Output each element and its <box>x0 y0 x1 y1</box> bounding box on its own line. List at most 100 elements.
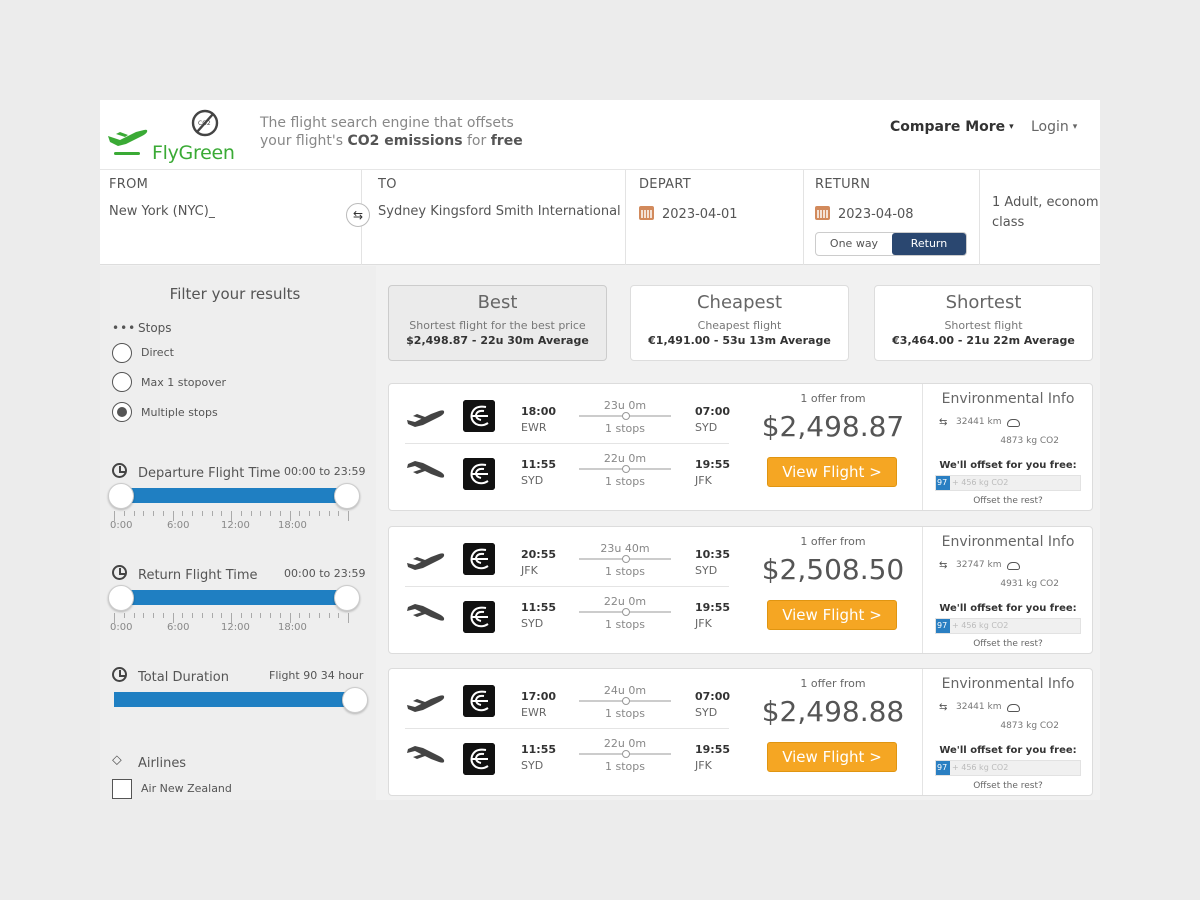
offset-bar-fill: 97 <box>936 619 950 633</box>
filter-panel: Filter your results ••• Stops Direct Max… <box>100 266 376 800</box>
slider-tick <box>289 511 291 521</box>
view-flight-button[interactable]: View Flight > <box>767 600 897 630</box>
dep-airport: SYD <box>521 617 544 630</box>
depart-field[interactable]: DEPART 2023-04-01 <box>626 170 804 265</box>
tab-best[interactable]: Best Shortest flight for the best price … <box>388 285 607 361</box>
offset-bar[interactable]: 97 + 456 kg CO2 <box>935 475 1081 491</box>
env-co2: 4873 kg CO2 <box>1000 721 1059 731</box>
stops-icon: ••• <box>112 321 137 335</box>
tagline-mid: for <box>462 133 491 149</box>
tab-best-title: Best <box>477 292 518 313</box>
compare-more-menu[interactable]: Compare More ▾ <box>890 119 1014 135</box>
radio-direct[interactable] <box>112 343 132 363</box>
air-new-zealand-logo <box>463 543 495 575</box>
tab-shortest-summary: €3,464.00 - 21u 22m Average <box>892 334 1075 347</box>
offset-bar[interactable]: 97 + 456 kg CO2 <box>935 760 1081 776</box>
radio-max1-label: Max 1 stopover <box>141 376 227 389</box>
duration-value: Flight 90 34 hour <box>269 669 364 682</box>
inbound-leg: 11:55 SYD 22u 0m 1 stops 19:55 JFK <box>389 446 730 502</box>
radio-max1[interactable] <box>112 372 132 392</box>
login-menu[interactable]: Login ▾ <box>1031 119 1077 135</box>
slider-tick <box>318 613 320 618</box>
slider-tick <box>172 511 174 521</box>
return-time-range: 00:00 to 23:59 <box>284 567 366 580</box>
slider-tick <box>201 613 203 618</box>
arr-time: 19:55 <box>695 743 731 756</box>
slider-tick <box>299 613 301 618</box>
slider-tick <box>279 511 281 516</box>
return-max-handle[interactable] <box>334 585 360 611</box>
env-co2: 4931 kg CO2 <box>1000 579 1059 589</box>
to-field[interactable]: TO Sydney Kingsford Smith International <box>362 170 626 265</box>
departure-time-slider[interactable] <box>114 488 348 503</box>
stop-dot <box>622 412 630 420</box>
offset-rest-link[interactable]: Offset the rest? <box>973 496 1043 506</box>
radio-multiple[interactable] <box>112 402 132 422</box>
route-icon: ⇆ <box>939 702 948 713</box>
departure-min-handle[interactable] <box>108 483 134 509</box>
flygreen-logo[interactable]: CO2 FlyGreen <box>106 108 246 164</box>
offset-rest-link[interactable]: Offset the rest? <box>973 639 1043 649</box>
dep-time: 17:00 <box>521 690 557 703</box>
arr-airport: SYD <box>695 564 718 577</box>
duration-slider[interactable] <box>114 692 354 707</box>
tagline-line2: your flight's CO2 emissions for free <box>260 132 523 150</box>
offset-bar[interactable]: 97 + 456 kg CO2 <box>935 618 1081 634</box>
offer-text: 1 offer from <box>800 392 866 405</box>
cloud-icon <box>1007 562 1020 570</box>
dep-tick-label: 6:00 <box>167 520 190 531</box>
tab-shortest[interactable]: Shortest Shortest flight €3,464.00 - 21u… <box>874 285 1093 361</box>
env-title: Environmental Info <box>941 676 1075 692</box>
return-time-slider[interactable] <box>114 590 348 605</box>
return-value[interactable]: 2023-04-08 <box>838 207 914 222</box>
from-value[interactable]: New York (NYC)_ <box>109 204 216 219</box>
caret-down-icon: ▾ <box>1009 122 1014 132</box>
airline-checkbox[interactable] <box>112 779 132 799</box>
route-icon: ⇆ <box>939 417 948 428</box>
duration-handle[interactable] <box>342 687 368 713</box>
svg-text:CO2: CO2 <box>198 120 211 127</box>
leg-stops: 1 stops <box>605 618 645 631</box>
env-offset-text: We'll offset for you free: <box>939 460 1077 471</box>
departure-max-handle[interactable] <box>334 483 360 509</box>
cloud-icon <box>1007 704 1020 712</box>
stop-dot <box>622 750 630 758</box>
clock-icon <box>112 565 127 580</box>
leg-line <box>579 608 671 616</box>
one-way-option[interactable]: One way <box>829 237 879 250</box>
arr-time: 19:55 <box>695 601 731 614</box>
leg-duration: 22u 0m <box>603 595 647 608</box>
plane-landing-icon <box>407 746 445 763</box>
air-new-zealand-logo <box>463 458 495 490</box>
view-flight-button[interactable]: View Flight > <box>767 742 897 772</box>
clock-icon <box>112 463 127 478</box>
outbound-leg: 17:00 EWR 24u 0m 1 stops 07:00 SYD <box>389 673 730 729</box>
result-card: 17:00 EWR 24u 0m 1 stops 07:00 SYD 11:55… <box>388 668 1093 796</box>
view-flight-button[interactable]: View Flight > <box>767 457 897 487</box>
depart-value[interactable]: 2023-04-01 <box>662 207 738 222</box>
slider-tick <box>260 613 262 618</box>
ret-tick-label: 6:00 <box>167 622 190 633</box>
swap-icon[interactable]: ⇆ <box>346 203 370 227</box>
leg-line <box>579 555 671 563</box>
tab-cheapest[interactable]: Cheapest Cheapest flight €1,491.00 - 53u… <box>630 285 849 361</box>
slider-tick <box>270 613 271 618</box>
offset-rest-link[interactable]: Offset the rest? <box>973 781 1043 791</box>
return-min-handle[interactable] <box>108 585 134 611</box>
plane-landing-icon <box>407 604 445 621</box>
passengers-field[interactable]: 1 Adult, econom class <box>980 170 1100 265</box>
slider-tick <box>309 511 310 516</box>
trip-type-toggle[interactable]: One way Return <box>815 232 967 256</box>
slider-tick <box>133 511 135 516</box>
return-field[interactable]: RETURN 2023-04-08 One way Return <box>804 170 980 265</box>
tab-shortest-title: Shortest <box>945 292 1022 313</box>
from-field[interactable]: FROM New York (NYC)_ ⇆ <box>100 170 370 265</box>
leg-stops: 1 stops <box>605 475 645 488</box>
return-option[interactable]: Return <box>892 233 966 255</box>
leg-divider <box>405 728 729 729</box>
env-title: Environmental Info <box>941 391 1075 407</box>
dep-time: 11:55 <box>521 458 557 471</box>
to-value[interactable]: Sydney Kingsford Smith International <box>378 204 621 219</box>
arr-airport: SYD <box>695 421 718 434</box>
tab-cheapest-title: Cheapest <box>696 292 783 313</box>
